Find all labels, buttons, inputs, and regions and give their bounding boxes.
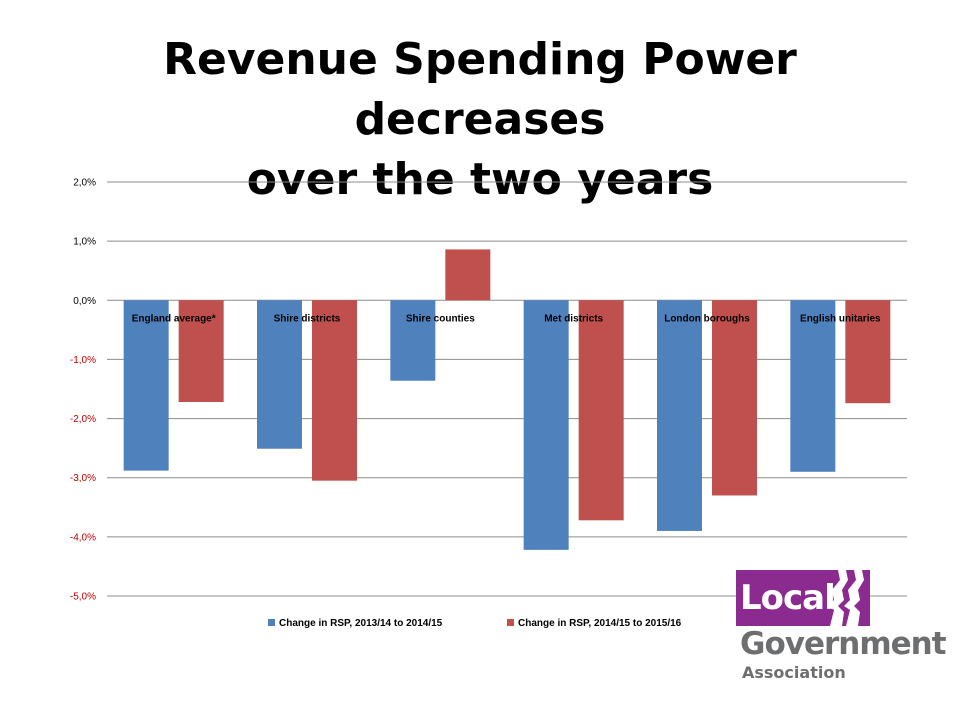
bar-series1 — [523, 300, 569, 550]
bar-series2 — [845, 300, 891, 404]
bar-series2 — [445, 249, 491, 301]
bar-series1 — [257, 300, 302, 449]
y-tick-label: -5,0% — [70, 592, 96, 603]
category-label: London boroughs — [664, 313, 750, 324]
logo-local-text: Local — [740, 578, 836, 618]
title-line-1: Revenue Spending Power decreases — [163, 34, 797, 145]
legend-label: Change in RSP, 2014/15 to 2015/16 — [518, 618, 682, 629]
bar-series1 — [123, 300, 169, 471]
category-label: Met districts — [544, 313, 603, 324]
legend: Change in RSP, 2013/14 to 2014/15 Change … — [268, 618, 682, 629]
bar-series1 — [657, 300, 702, 531]
bar-series1 — [790, 300, 836, 472]
legend-label: Change in RSP, 2013/14 to 2014/15 — [279, 618, 443, 629]
legend-swatch — [268, 619, 275, 626]
y-tick-label: 0,0% — [73, 296, 96, 307]
y-tick-label: -2,0% — [70, 414, 96, 425]
y-tick-label: 1,0% — [73, 237, 96, 248]
bar-series2 — [578, 300, 624, 521]
category-label: England average* — [132, 313, 216, 324]
gridlines — [107, 181, 907, 597]
category-label: English unitaries — [800, 313, 881, 324]
logo-government-text: Government — [740, 626, 947, 662]
y-tick-label: -1,0% — [70, 355, 96, 366]
category-labels: England average* Shire districts Shire cou… — [132, 313, 881, 324]
y-axis-tick-labels: 2,0% 1,0% 0,0% -1,0% -2,0% -3,0% -4,0% -5,0% — [70, 178, 96, 603]
bar-series2 — [178, 300, 224, 403]
y-tick-label: -4,0% — [70, 532, 96, 543]
y-tick-label: 2,0% — [73, 178, 96, 189]
y-tick-label: -3,0% — [70, 473, 96, 484]
bar-series2 — [312, 300, 357, 481]
logo-association-text: Association — [742, 663, 846, 682]
bar-series1 — [390, 300, 436, 381]
slide-title: Revenue Spending Power decreases over th… — [40, 30, 920, 210]
legend-swatch — [507, 619, 514, 626]
profile-faces-icon — [828, 570, 864, 626]
title-line-2: over the two years — [246, 154, 714, 205]
category-label: Shire counties — [406, 313, 475, 324]
bar-series2 — [712, 300, 757, 496]
lga-logo: Local Government Association — [736, 570, 947, 688]
bars — [123, 249, 891, 550]
category-label: Shire districts — [274, 313, 341, 324]
